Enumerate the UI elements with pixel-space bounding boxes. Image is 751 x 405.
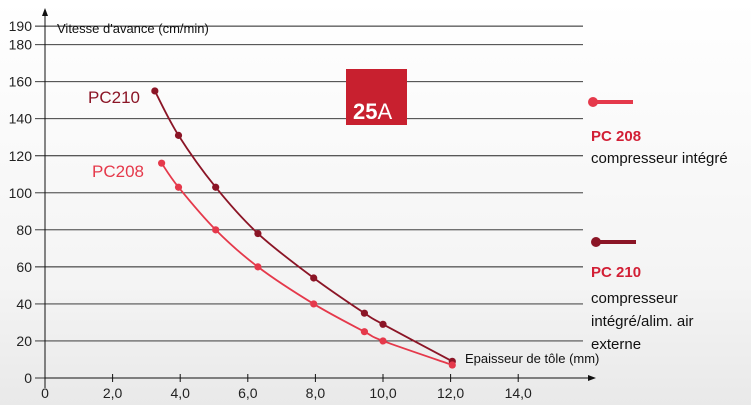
grid-lines [35,25,583,379]
x-tick-label: 4,0 [170,385,190,401]
x-axis-label: Epaisseur de tôle (mm) [465,351,599,366]
x-tick-label: 0 [41,385,49,401]
x-tick-label: 6,0 [238,385,258,401]
data-point-pc210 [174,131,183,139]
data-point-pc208 [254,263,262,271]
y-tick-label: 180 [9,37,33,53]
x-tick-label: 12,0 [437,385,464,401]
legend-desc-pc210-line3: externe [591,336,641,353]
y-axis-label: Vitesse d'avance (cm/min) [57,21,209,36]
x-tick-label: 2,0 [103,385,123,401]
legend-title-pc208: PC 208 [591,128,641,145]
tick-labels: 0 20 40 60 80 100 120 140 160 180 190 0 2,0 4,0 6,0 8,0… [9,18,532,401]
x-tick-label: 10,0 [369,385,396,401]
legend-pc208: PC 208 compresseur intégré [588,97,728,167]
svg-text:25A: 25A [353,99,392,124]
series-line-pc210 [154,90,453,363]
data-point-pc208 [174,183,183,191]
y-tick-label: 160 [9,74,33,90]
badge-unit: A [377,99,392,124]
series-line-pc208 [160,162,453,366]
y-tick-label: 120 [9,148,33,164]
legend-desc-pc210-line1: compresseur [591,290,678,307]
data-point-pc208 [310,300,318,308]
legend-marker-pc210 [591,237,601,247]
x-axis-arrow-icon [588,375,596,381]
y-tick-label: 60 [16,259,32,275]
y-tick-label: 0 [24,370,32,386]
y-tick-label: 20 [16,333,32,349]
data-point-pc210 [360,309,369,317]
amperage-badge: 25A [346,69,407,125]
series-label-pc208: PC208 [92,162,144,181]
series-label-pc210: PC210 [88,88,140,107]
y-tick-label: 190 [9,18,33,34]
axes [42,8,596,388]
y-tick-label: 140 [9,111,33,127]
data-point-pc208 [212,226,220,234]
data-point-pc208 [448,361,456,369]
badge-number: 25 [353,99,377,124]
legend-marker-pc208 [588,97,598,107]
legend-desc-pc208-line1: compresseur intégré [591,150,728,167]
legend-desc-pc210-line2: intégré/alim. air [591,313,694,330]
legend-pc210: PC 210 compresseur intégré/alim. air ext… [591,237,694,353]
data-point-pc210 [254,229,262,238]
y-axis-arrow-icon [42,8,48,16]
data-point-pc210 [151,87,159,95]
data-point-pc210 [310,274,318,282]
y-tick-label: 40 [16,296,32,312]
y-tick-label: 80 [16,222,32,238]
data-point-pc208 [360,328,369,336]
data-point-pc208 [158,159,166,167]
x-tick-label: 8,0 [306,385,326,401]
data-point-pc210 [379,320,387,328]
x-tick-label: 14,0 [505,385,532,401]
series-layer [151,87,456,369]
legend-title-pc210: PC 210 [591,264,641,281]
data-point-pc208 [379,337,387,345]
data-point-pc210 [212,183,220,191]
y-tick-label: 100 [9,185,33,201]
